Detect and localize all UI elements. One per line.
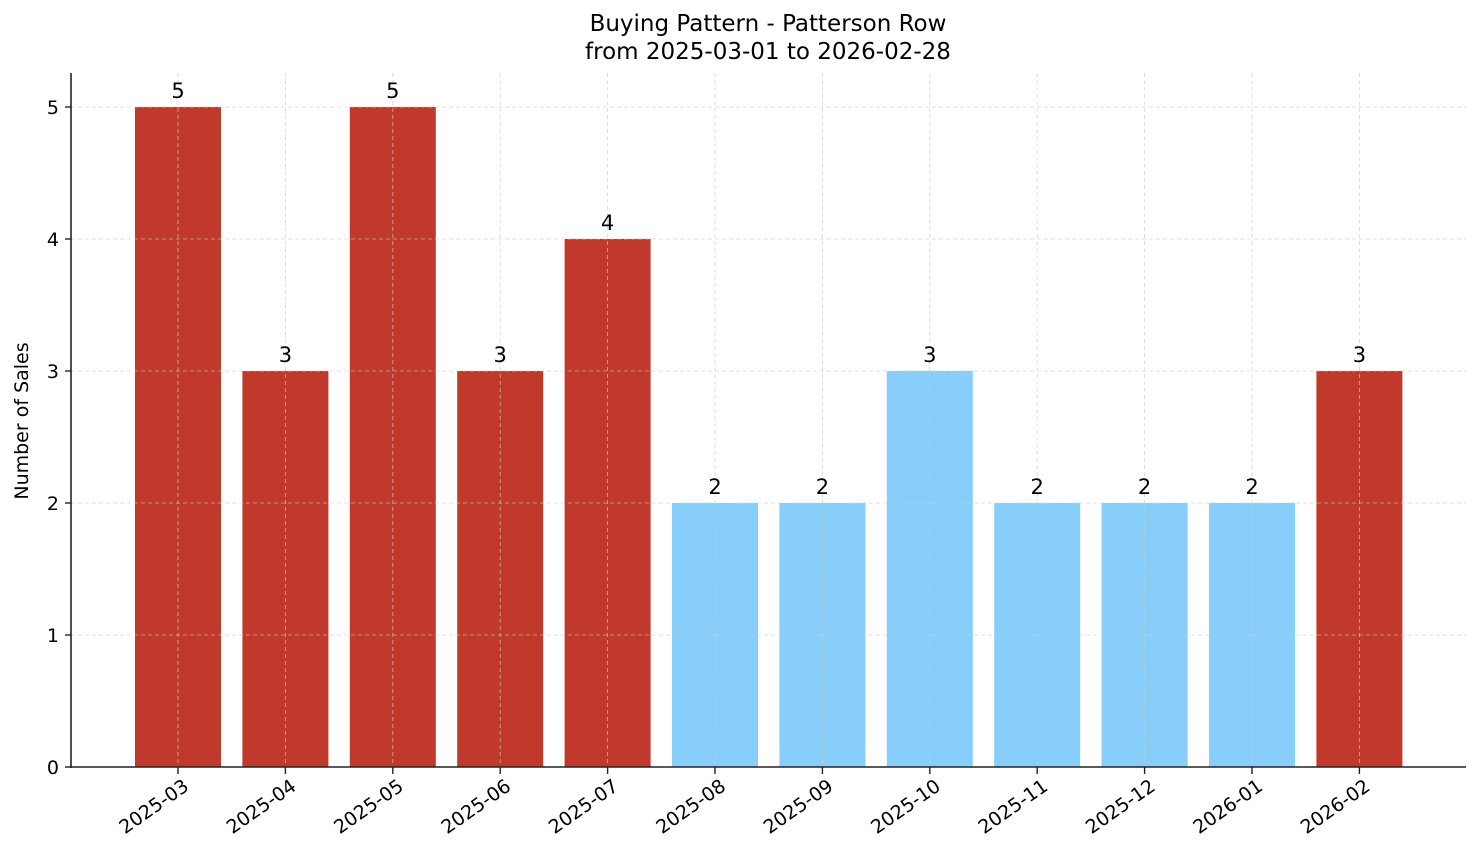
bar-value-label: 2: [1031, 475, 1044, 499]
y-tick-label: 5: [47, 97, 59, 119]
x-tick-label: 2025-06: [437, 775, 515, 839]
bar-value-label: 4: [601, 211, 614, 235]
x-tick-label: 2025-12: [1082, 775, 1160, 839]
x-tick-label: 2025-05: [330, 775, 408, 839]
bar-value-label: 5: [171, 79, 184, 103]
y-tick-label: 3: [47, 361, 59, 383]
bar-value-label: 3: [1353, 343, 1366, 367]
x-tick-label: 2026-01: [1189, 775, 1267, 839]
bar-value-label: 2: [816, 475, 829, 499]
bar-value-label: 3: [494, 343, 507, 367]
x-tick-label: 2025-04: [223, 775, 301, 839]
x-tick-label: 2025-11: [974, 775, 1052, 839]
bar-value-label: 2: [1245, 475, 1258, 499]
x-tick-label: 2025-10: [867, 775, 945, 839]
x-tick-label: 2025-07: [545, 775, 623, 839]
bar-value-label: 2: [1138, 475, 1151, 499]
chart-title: Buying Pattern - Patterson Row from 2025…: [0, 10, 1481, 66]
bar-value-label: 5: [386, 79, 399, 103]
y-tick-label: 2: [47, 493, 59, 515]
x-tick-label: 2025-09: [760, 775, 838, 839]
x-tick-label: 2026-02: [1297, 775, 1375, 839]
x-tick-label: 2025-08: [652, 775, 730, 839]
y-tick-label: 0: [47, 757, 59, 779]
y-tick-label: 4: [47, 229, 59, 251]
bar-value-label: 3: [923, 343, 936, 367]
x-tick-label: 2025-03: [115, 775, 193, 839]
bar-value-label: 3: [279, 343, 292, 367]
chart-title-main: Buying Pattern - Patterson Row: [589, 11, 947, 37]
chart-subtitle: from 2025-03-01 to 2026-02-28: [585, 39, 951, 65]
bar-value-label: 2: [708, 475, 721, 499]
y-tick-label: 1: [47, 625, 59, 647]
